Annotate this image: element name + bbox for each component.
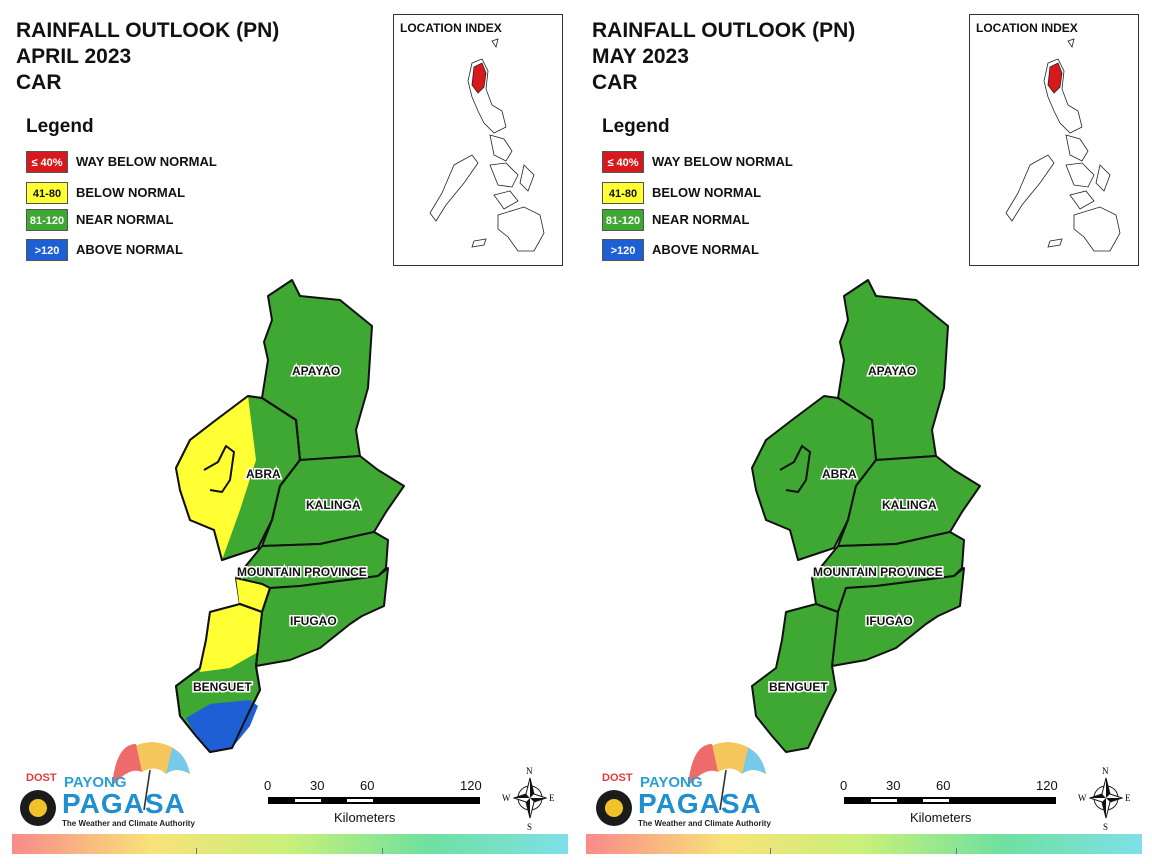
legend-swatch: 81-120 [602,209,644,231]
pagasa-logo: DOST PAYONG PAGASA The Weather and Clima… [592,740,772,832]
legend-swatch: ≤ 40% [602,151,644,173]
abra-river [779,444,812,494]
compass-e: E [1125,793,1131,803]
compass-s: S [1103,822,1108,832]
label-ifugao: IFUGAO [290,614,337,628]
region-benguet-above-normal [186,700,258,752]
scale-tick-120: 120 [1036,778,1058,793]
north-arrow-icon: N E S W [1076,764,1136,832]
legend-swatch: >120 [602,239,644,261]
legend-label: WAY BELOW NORMAL [652,154,793,169]
scale-tick-0: 0 [264,778,272,793]
car-province-map: APAYAO ABRA KALINGA MOUNTAIN PROVINCE IF… [174,279,405,754]
logo-tagline: The Weather and Climate Authority [62,819,195,828]
legend-title: Legend [26,116,94,137]
region-benguet-below-normal [200,604,262,672]
logo-pagasa: PAGASA [62,788,186,819]
label-apayao: APAYAO [292,364,340,378]
umbrella-icon [596,742,766,826]
scale-bar-graphic [844,797,1056,804]
logo-dost: DOST [602,772,633,784]
map-title: RAINFALL OUTLOOK (PN) APRIL 2023 CAR [16,18,279,96]
compass-w: W [502,793,511,803]
logo-payong: PAYONG [64,774,127,791]
legend-label: BELOW NORMAL [76,185,186,200]
label-benguet: BENGUET [193,680,252,694]
philippines-outline-map [1005,38,1121,252]
region-abra [751,395,877,561]
scale-tick-30: 30 [310,778,325,793]
title-line-2: MAY 2023 [592,45,689,68]
legend-label: WAY BELOW NORMAL [76,154,217,169]
legend-label: BELOW NORMAL [652,185,762,200]
location-index-title: LOCATION INDEX [400,21,502,35]
legend-swatch: 81-120 [26,209,68,231]
compass-n: N [526,766,533,776]
car-province-map: APAYAO ABRA KALINGA MOUNTAIN PROVINCE IF… [751,279,981,753]
car-highlight [1047,62,1063,94]
location-index-inset: LOCATION INDEX [393,14,563,266]
map-title: RAINFALL OUTLOOK (PN) MAY 2023 CAR [592,18,855,96]
scale-unit: Kilometers [910,810,972,825]
north-arrow-icon: N E S W [500,764,560,832]
title-line-1: RAINFALL OUTLOOK (PN) [16,19,280,42]
title-line-2: APRIL 2023 [16,45,132,68]
title-line-3: CAR [16,71,62,94]
legend-swatch: 41-80 [26,182,68,204]
scale-bar: 0 30 60 120 Kilometers [262,778,492,828]
label-apayao: APAYAO [868,364,916,378]
scale-tick-0: 0 [840,778,848,793]
legend-swatch: 41-80 [602,182,644,204]
color-gradient-bar [12,834,568,854]
logo-payong: PAYONG [640,774,703,791]
abra-river [203,445,235,493]
compass-s: S [527,822,532,832]
outlook-panel-may: RAINFALL OUTLOOK (PN) MAY 2023 CAR Legen… [576,0,1152,864]
label-abra: ABRA [822,467,857,481]
legend-swatch: >120 [26,239,68,261]
logo-tagline: The Weather and Climate Authority [638,819,771,828]
title-line-1: RAINFALL OUTLOOK (PN) [592,19,856,42]
scale-tick-60: 60 [360,778,375,793]
title-line-3: CAR [592,71,638,94]
label-kalinga: KALINGA [882,498,937,512]
scale-tick-30: 30 [886,778,901,793]
legend-label: NEAR NORMAL [76,212,174,227]
scale-bar: 0 30 60 120 Kilometers [838,778,1068,828]
region-abra-below-normal [176,396,256,560]
label-abra: ABRA [246,467,281,481]
umbrella-icon [20,742,190,826]
legend-label: NEAR NORMAL [652,212,750,227]
label-kalinga: KALINGA [306,498,361,512]
compass-w: W [1078,793,1087,803]
scale-tick-120: 120 [460,778,482,793]
label-mountain-province: MOUNTAIN PROVINCE [237,565,367,579]
scale-unit: Kilometers [334,810,396,825]
compass-e: E [549,793,555,803]
logo-pagasa: PAGASA [638,788,762,819]
philippines-outline-map [429,38,545,252]
label-benguet: BENGUET [769,680,828,694]
label-ifugao: IFUGAO [866,614,913,628]
legend-label: ABOVE NORMAL [76,242,183,257]
legend-title: Legend [602,116,670,137]
car-highlight [471,62,487,94]
outlook-panel-april: RAINFALL OUTLOOK (PN) APRIL 2023 CAR Leg… [12,14,568,854]
logo-dost: DOST [26,772,57,784]
pagasa-logo: DOST PAYONG PAGASA The Weather and Clima… [16,740,196,832]
legend-label: ABOVE NORMAL [652,242,759,257]
legend-swatch: ≤ 40% [26,151,68,173]
region-benguet [751,603,839,753]
scale-bar-graphic [268,797,480,804]
location-index-title: LOCATION INDEX [976,21,1078,35]
scale-tick-60: 60 [936,778,951,793]
color-gradient-bar [586,834,1142,854]
label-mountain-province: MOUNTAIN PROVINCE [813,565,943,579]
location-index-inset: LOCATION INDEX [969,14,1139,266]
region-mt-province-below-normal [236,578,270,612]
compass-n: N [1102,766,1109,776]
